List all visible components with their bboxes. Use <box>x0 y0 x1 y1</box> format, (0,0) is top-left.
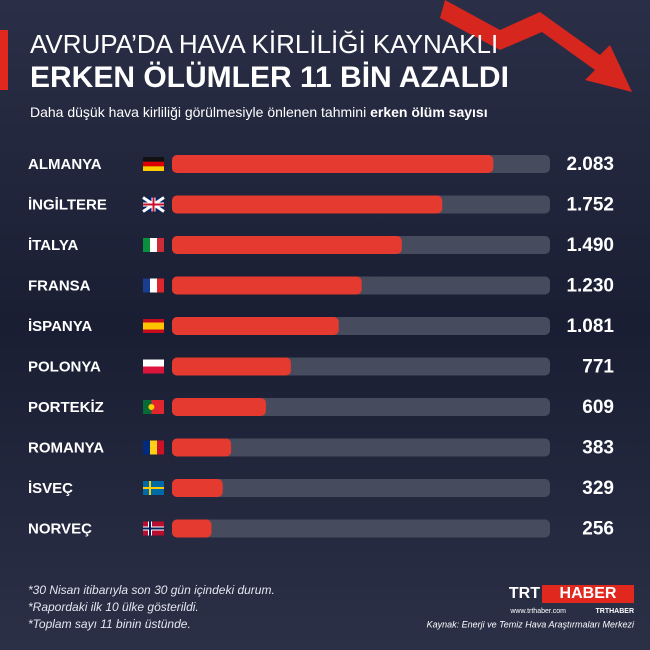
bar <box>172 519 212 538</box>
subtitle-emphasis: erken ölüm sayısı <box>370 104 488 120</box>
brand: TRT <box>509 585 540 602</box>
value-label: 1.752 <box>566 195 614 216</box>
flag <box>143 481 164 495</box>
flag-stripe <box>143 161 164 167</box>
bar <box>172 236 402 254</box>
flag-stripe <box>143 166 164 171</box>
category-label: FRANSA <box>28 277 91 294</box>
flag-stripe <box>150 278 157 293</box>
brand-box <box>542 585 634 603</box>
value-label: 256 <box>582 519 614 540</box>
flag-stripe <box>150 440 157 455</box>
flag-stripe <box>143 197 164 212</box>
brand-2: HABER <box>560 585 617 602</box>
website: www.trthaber.com <box>509 608 566 615</box>
category-label: İSVEÇ <box>28 480 73 497</box>
value-label: 383 <box>582 438 614 459</box>
title-accent <box>0 30 8 90</box>
flag-stripe <box>148 404 155 410</box>
value-label: 1.230 <box>566 276 614 297</box>
flag-stripe <box>143 238 150 252</box>
note: *30 Nisan itibarıyla son 30 gün içindeki… <box>28 583 275 597</box>
flag-stripe <box>157 238 164 252</box>
category-label: PORTEKİZ <box>28 399 104 416</box>
bar <box>172 155 494 173</box>
flag-stripe <box>143 359 164 367</box>
bar <box>172 195 443 214</box>
flag <box>143 157 164 171</box>
flag-stripe <box>143 400 152 414</box>
flag <box>143 278 164 293</box>
flag <box>143 319 164 333</box>
category-label: İSPANYA <box>28 318 92 335</box>
flag-stripe <box>157 278 164 293</box>
note: *Toplam sayı 11 binin üstünde. <box>28 617 191 631</box>
value-label: 1.490 <box>566 235 614 256</box>
bar <box>172 438 232 457</box>
subtitle: Daha düşük hava kirliliği görülmesiyle ö… <box>30 104 488 120</box>
value-label: 609 <box>582 397 614 418</box>
flag <box>142 196 165 213</box>
flag <box>143 359 164 374</box>
flag-stripe <box>143 366 164 374</box>
note: *Rapordaki ilk 10 ülke gösterildi. <box>28 600 199 614</box>
bar <box>172 317 339 335</box>
category-label: İTALYA <box>28 237 78 254</box>
flag <box>143 440 164 455</box>
flag-stripe <box>143 157 164 162</box>
bar-track <box>172 398 550 416</box>
flag-stripe <box>143 481 164 495</box>
flag-stripe <box>143 322 164 330</box>
flag <box>143 521 164 536</box>
bar <box>172 276 362 295</box>
bar <box>172 479 223 497</box>
value-label: 1.081 <box>566 316 614 337</box>
value-label: 771 <box>582 357 614 378</box>
flag <box>143 238 164 252</box>
handle: TRTHABER <box>596 608 635 615</box>
flag-stripe <box>143 278 150 293</box>
value-label: 2.083 <box>566 154 614 175</box>
flag-stripe <box>143 440 150 455</box>
decor-arrow <box>440 0 632 92</box>
bar-track <box>172 479 550 497</box>
category-label: ROMANYA <box>28 439 104 456</box>
chart-title: AVRUPA’DA HAVA KİRLİLİĞİ KAYNAKLI <box>30 29 498 59</box>
subtitle-text: Daha düşük hava kirliliği görülmesiyle ö… <box>30 104 370 120</box>
flag-stripe <box>150 238 157 252</box>
bar-track <box>172 519 550 538</box>
flag-stripe <box>157 440 164 455</box>
bar <box>172 398 266 416</box>
bar-track <box>172 438 550 457</box>
chart-title-line2: ERKEN ÖLÜMLER 11 BİN AZALDI <box>30 61 509 94</box>
bar <box>172 357 291 376</box>
category-label: ALMANYA <box>28 156 102 173</box>
value-label: 329 <box>582 478 614 499</box>
category-label: NORVEÇ <box>28 520 92 537</box>
category-label: POLONYA <box>28 358 101 375</box>
flag-stripe <box>143 521 164 536</box>
category-label: İNGİLTERE <box>28 196 107 213</box>
flag <box>143 400 164 414</box>
source: Kaynak: Enerji ve Temiz Hava Araştırmala… <box>427 619 635 629</box>
